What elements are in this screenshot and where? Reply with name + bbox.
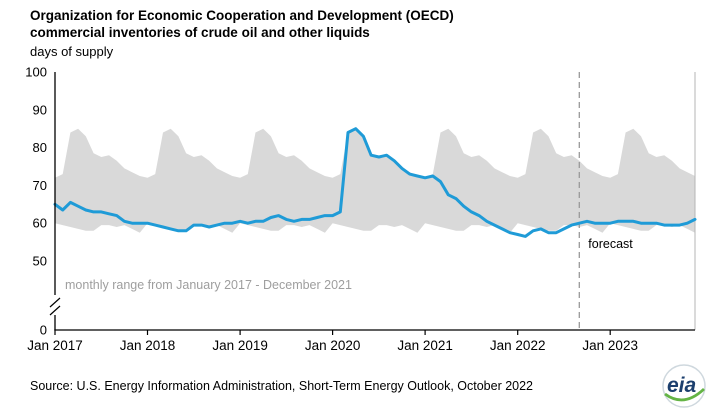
y-tick-label: 60 [33,216,47,231]
eia-logo-circle [662,364,706,409]
y-tick-label: 70 [33,178,47,193]
chart-subtitle: days of supply [30,43,114,59]
y-tick-label: 90 [33,103,47,118]
range-annotation: monthly range from January 2017 - Decemb… [65,278,352,292]
chart-header: Organization for Economic Cooperation an… [0,0,722,60]
eia-logo: eia [662,364,706,409]
y-tick-label: 100 [25,65,47,80]
eia-logo-swoosh [664,388,705,402]
x-tick-label: Jan 2023 [582,338,638,353]
chart-footer: Source: U.S. Energy Information Administ… [0,362,722,410]
eia-logo-text: eia [667,374,697,397]
y-axis-break-mark [49,297,61,308]
y-axis-break-mark [49,305,61,316]
x-tick-label: Jan 2018 [120,338,176,353]
chart-title-line1: Organization for Economic Cooperation an… [30,8,454,23]
oecd-series-line [53,127,697,239]
x-tick-label: Jan 2017 [27,338,83,353]
chart-title-line2: commercial inventories of crude oil and … [30,25,370,41]
y-tick-label: 50 [33,254,47,269]
source-text: Source: U.S. Energy Information Administ… [30,379,534,394]
monthly-range-band [55,129,695,234]
x-tick-label: Jan 2020 [305,338,361,353]
x-tick-label: Jan 2022 [490,338,546,353]
y-tick-label: 0 [40,323,47,338]
x-tick-label: Jan 2019 [212,338,268,353]
forecast-annotation: forecast [588,237,633,251]
y-axis-break-mask [50,295,60,316]
y-tick-label: 80 [33,141,47,156]
x-tick-label: Jan 2021 [397,338,453,353]
